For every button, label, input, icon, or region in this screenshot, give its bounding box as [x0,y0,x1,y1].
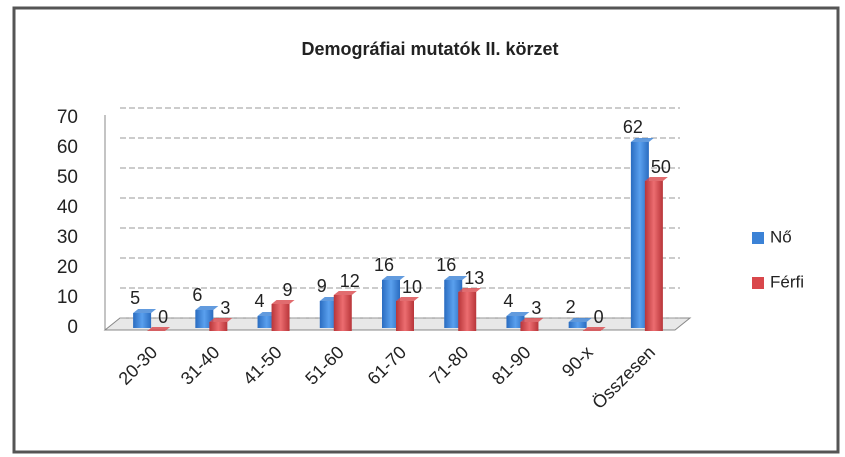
bar-top [133,309,157,313]
bar-top [396,297,419,301]
bar-top [568,318,592,322]
value-label: 5 [130,288,140,308]
bar-top [458,288,482,292]
bar [195,310,214,328]
bar [382,280,400,328]
bar-top [333,291,357,295]
bar-top [630,138,654,142]
x-tick-label: 51-60 [301,342,348,389]
y-tick-label: 30 [57,227,78,248]
frame [12,6,840,454]
bar [271,304,290,331]
y-tick-label: 10 [57,287,78,308]
legend-swatch [752,277,764,289]
bar-top [382,276,405,280]
bar [319,301,338,328]
value-label: 16 [374,255,394,275]
bar [630,142,649,328]
value-label: 0 [158,307,168,327]
bar-top [582,327,606,331]
legend-swatch [752,232,764,244]
bar [396,301,414,331]
x-tick-label: 61-70 [363,342,410,389]
bar-top [506,312,530,316]
bar [333,295,352,331]
chart-title: Demográfiai mutatók II. körzet [301,39,558,59]
bar [444,280,463,328]
y-tick-label: 0 [67,317,78,338]
bar-top [209,318,233,322]
bar-top [644,177,668,181]
y-tick-label: 40 [57,197,78,218]
bar [458,292,477,331]
value-label: 3 [220,298,230,318]
y-tick-label: 20 [57,257,78,278]
y-tick-label: 50 [57,167,78,188]
bar-top [195,306,219,310]
value-label: 2 [566,297,576,317]
legend-label: Férfi [770,272,804,291]
bar [133,313,152,328]
bar-top [271,300,295,304]
value-label: 4 [503,291,513,311]
value-label: 0 [594,307,604,327]
bar-top [520,318,544,322]
value-label: 3 [531,298,541,318]
x-tick-label: 31-40 [177,342,224,389]
bar-top [444,276,468,280]
bar [644,181,663,331]
bar-top [147,327,171,331]
value-label: 10 [402,277,422,297]
x-tick-label: 71-80 [426,342,473,389]
value-label: 12 [340,271,360,291]
x-tick-label: 20-30 [115,342,162,389]
bar [209,322,228,331]
x-tick-label: 81-90 [488,342,535,389]
value-label: 16 [436,255,456,275]
bar [257,316,276,328]
value-label: 13 [464,268,484,288]
value-label: 4 [255,291,265,311]
value-label: 62 [623,117,643,137]
value-label: 9 [317,276,327,296]
bar [506,316,525,328]
y-tick-label: 70 [57,107,78,128]
value-label: 9 [283,280,293,300]
value-label: 50 [651,157,671,177]
x-tick-label: 90-x [558,342,597,381]
x-tick-label: 41-50 [239,342,286,389]
x-tick-label: Összesen [588,342,659,413]
legend-label: Nő [770,227,792,246]
bar [520,322,539,331]
bar [568,322,587,328]
value-label: 6 [192,285,202,305]
y-tick-label: 60 [57,137,78,158]
